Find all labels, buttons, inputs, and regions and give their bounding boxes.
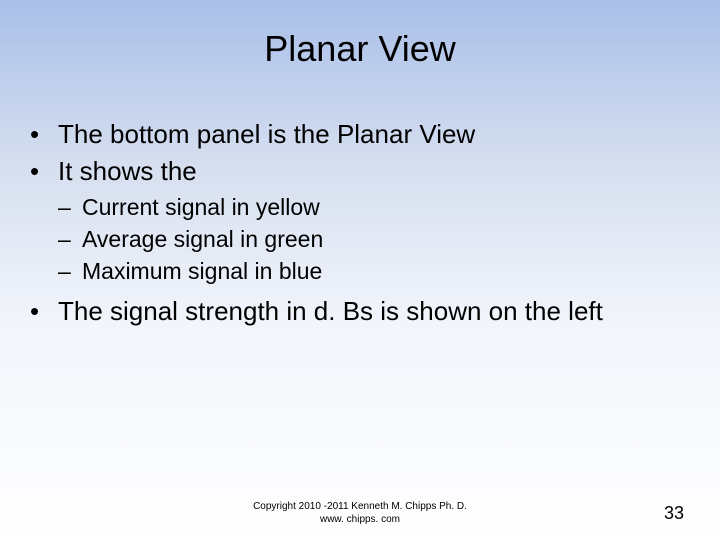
- slide: Planar View • The bottom panel is the Pl…: [0, 0, 720, 540]
- footer-line2: www. chipps. com: [0, 514, 720, 527]
- slide-content: • The bottom panel is the Planar View • …: [26, 118, 694, 332]
- bullet-level1: • The bottom panel is the Planar View: [26, 118, 694, 151]
- page-number: 33: [664, 503, 684, 524]
- sub-bullet-group: – Current signal in yellow – Average sig…: [26, 193, 694, 285]
- bullet-dot-icon: •: [26, 155, 58, 188]
- bullet-level2: – Maximum signal in blue: [58, 257, 694, 286]
- bullet-text: Current signal in yellow: [82, 193, 320, 222]
- bullet-text: The bottom panel is the Planar View: [58, 118, 694, 151]
- footer: Copyright 2010 -2011 Kenneth M. Chipps P…: [0, 501, 720, 526]
- bullet-text: The signal strength in d. Bs is shown on…: [58, 295, 694, 328]
- bullet-dot-icon: •: [26, 118, 58, 151]
- bullet-level1: • The signal strength in d. Bs is shown …: [26, 295, 694, 328]
- bullet-dash-icon: –: [58, 257, 82, 286]
- bullet-level1: • It shows the: [26, 155, 694, 188]
- bullet-text: Maximum signal in blue: [82, 257, 322, 286]
- footer-line1: Copyright 2010 -2011 Kenneth M. Chipps P…: [0, 501, 720, 514]
- bullet-level2: – Average signal in green: [58, 225, 694, 254]
- bullet-dash-icon: –: [58, 193, 82, 222]
- bullet-text: Average signal in green: [82, 225, 323, 254]
- bullet-dot-icon: •: [26, 295, 58, 328]
- bullet-level2: – Current signal in yellow: [58, 193, 694, 222]
- slide-title: Planar View: [0, 28, 720, 70]
- bullet-text: It shows the: [58, 155, 694, 188]
- bullet-dash-icon: –: [58, 225, 82, 254]
